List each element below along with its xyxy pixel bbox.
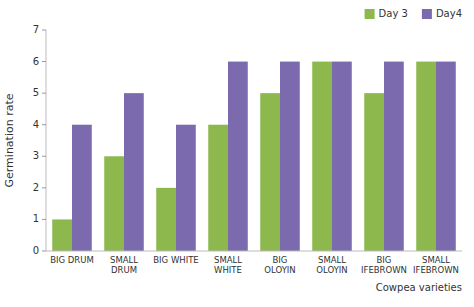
bar bbox=[208, 125, 228, 251]
y-tick bbox=[42, 30, 46, 31]
y-tick-label: 2 bbox=[33, 182, 39, 193]
y-tick-label: 4 bbox=[33, 119, 39, 130]
y-tick-label: 7 bbox=[33, 24, 39, 35]
x-tick-label-line: OLOYIN bbox=[316, 265, 347, 275]
x-tick-label: BIGOLOYIN bbox=[264, 255, 295, 275]
legend-swatch bbox=[365, 9, 375, 19]
legend-swatch bbox=[422, 9, 432, 19]
legend-label: Day4 bbox=[436, 8, 462, 19]
y-tick-label: 5 bbox=[33, 87, 39, 98]
x-tick-label: SMALLOLOYIN bbox=[316, 255, 347, 275]
x-axis-label: Cowpea varieties bbox=[376, 282, 462, 293]
y-tick-label: 0 bbox=[33, 245, 39, 256]
bar bbox=[364, 93, 384, 251]
x-tick-label: SMALLDRUM bbox=[110, 255, 138, 275]
bar bbox=[436, 62, 456, 251]
x-tick-label-line: SMALL bbox=[318, 255, 346, 265]
bar bbox=[416, 62, 436, 251]
legend: Day 3 Day4 bbox=[365, 8, 462, 19]
x-tick-label-line: WHITE bbox=[214, 265, 242, 275]
x-tick-label-line: DRUM bbox=[111, 265, 137, 275]
bars bbox=[52, 62, 456, 251]
bar bbox=[260, 93, 280, 251]
bar bbox=[332, 62, 352, 251]
y-tick bbox=[42, 251, 46, 252]
x-tick-label-line: BIG bbox=[273, 255, 288, 265]
x-tick-label-line: SMALL bbox=[422, 255, 450, 265]
x-tick-label-line: OLOYIN bbox=[264, 265, 295, 275]
y-tick bbox=[42, 93, 46, 94]
y-tick bbox=[42, 124, 46, 125]
bar bbox=[52, 219, 72, 251]
bar bbox=[280, 62, 300, 251]
bar bbox=[104, 156, 124, 251]
y-tick-label: 1 bbox=[33, 213, 39, 224]
bar bbox=[176, 125, 196, 251]
y-tick bbox=[42, 219, 46, 220]
chart: 01234567Germination rateBIG DRUMSMALLDRU… bbox=[0, 0, 474, 307]
legend-item: Day4 bbox=[422, 8, 462, 19]
x-tick-label: BIGIFEBROWN bbox=[361, 255, 407, 275]
y-axis-label: Germination rate bbox=[3, 93, 16, 187]
bar bbox=[228, 62, 248, 251]
legend-item: Day 3 bbox=[365, 8, 408, 19]
bar bbox=[124, 93, 144, 251]
y-axis-line bbox=[46, 30, 47, 251]
y-tick-label: 3 bbox=[33, 150, 39, 161]
x-tick-label-line: IFEBROWN bbox=[361, 265, 407, 275]
x-tick-label: SMALLWHITE bbox=[214, 255, 242, 275]
x-tick-label-line: BIG bbox=[377, 255, 392, 265]
y-tick bbox=[42, 156, 46, 157]
y-tick bbox=[42, 61, 46, 62]
x-tick-label: BIG DRUM bbox=[50, 255, 94, 265]
bar bbox=[312, 62, 332, 251]
x-tick-label-line: IFEBROWN bbox=[413, 265, 459, 275]
x-tick-label: BIG WHITE bbox=[153, 255, 199, 265]
bar bbox=[384, 62, 404, 251]
bar bbox=[72, 125, 92, 251]
x-tick-label-line: BIG WHITE bbox=[153, 255, 199, 265]
x-tick-label-line: BIG DRUM bbox=[50, 255, 94, 265]
bar bbox=[156, 188, 176, 251]
legend-label: Day 3 bbox=[379, 8, 408, 19]
y-tick-label: 6 bbox=[33, 56, 39, 67]
x-axis-line bbox=[46, 251, 462, 252]
x-tick-label-line: SMALL bbox=[214, 255, 242, 265]
y-tick bbox=[42, 187, 46, 188]
x-tick-label: SMALLIFEBROWN bbox=[413, 255, 459, 275]
x-tick-label-line: SMALL bbox=[110, 255, 138, 265]
